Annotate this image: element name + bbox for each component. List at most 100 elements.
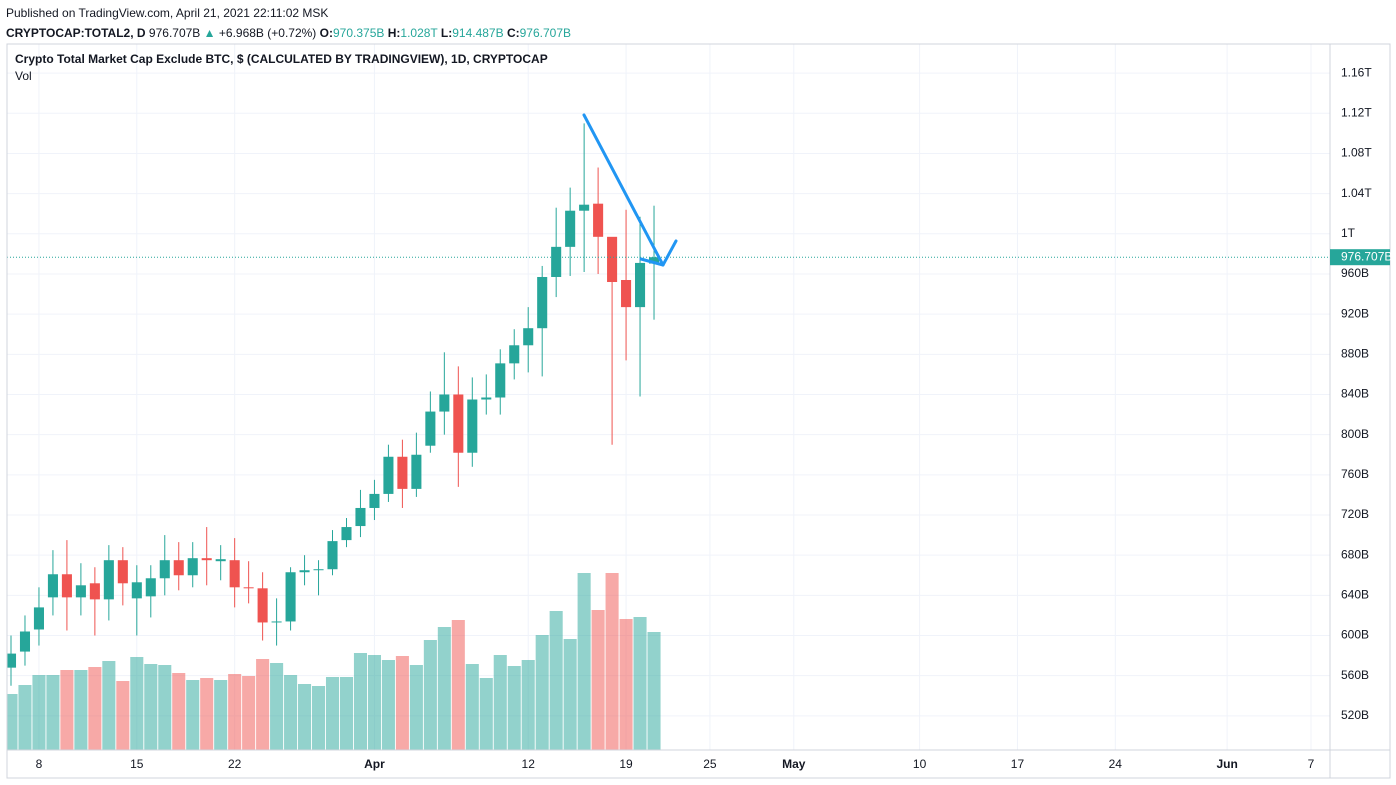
candle-body	[145, 578, 156, 597]
candle-body	[355, 507, 366, 527]
candle-body	[271, 621, 282, 623]
candle-body	[551, 246, 562, 277]
x-tick-label: Jun	[1216, 757, 1237, 771]
candle-body	[7, 653, 17, 668]
symbol: CRYPTOCAP:TOTAL2, D	[6, 26, 146, 40]
candle-body	[509, 345, 520, 364]
y-tick-label: 960B	[1341, 266, 1369, 280]
candle-body	[159, 560, 170, 579]
y-tick-label: 760B	[1341, 467, 1369, 481]
h-value: 1.028T	[400, 26, 438, 40]
o-label: O:	[319, 26, 333, 40]
header: Published on TradingView.com, April 21, …	[6, 3, 571, 43]
volume-bar	[270, 663, 284, 750]
candle-body	[467, 399, 478, 453]
candle-body	[243, 587, 254, 589]
volume-bar	[563, 639, 577, 750]
x-tick-label: 12	[522, 757, 536, 771]
candle-body	[257, 588, 268, 623]
volume-bar	[605, 573, 619, 750]
y-tick-label: 840B	[1341, 387, 1369, 401]
candle-body	[327, 541, 338, 570]
x-tick-label: 19	[619, 757, 633, 771]
y-tick-label: 600B	[1341, 628, 1369, 642]
y-tick-label: 920B	[1341, 306, 1369, 320]
c-value: 976.707B	[519, 26, 572, 40]
volume-bar	[577, 573, 591, 750]
candle-body	[47, 574, 58, 598]
axes: 520B 560B 600B 640B 680B 720B 760B 800B 840B 880B…	[36, 65, 1393, 771]
volume-bar	[325, 677, 340, 750]
volume-bar	[535, 635, 549, 750]
candle-body	[285, 572, 296, 622]
candle-body	[453, 394, 464, 453]
candle-body	[383, 456, 394, 494]
volume-bar	[437, 627, 451, 750]
volume-bar	[311, 686, 326, 750]
quote-line: CRYPTOCAP:TOTAL2, D 976.707B ▲ +6.968B (…	[6, 23, 571, 43]
volume-bar	[395, 656, 409, 750]
candle-body	[61, 574, 72, 598]
candle-body	[397, 456, 408, 489]
volume-bar	[479, 678, 493, 750]
chart-title: Crypto Total Market Cap Exclude BTC, $ (…	[15, 52, 548, 66]
candle-body	[299, 570, 310, 573]
frame	[6, 43, 1391, 779]
candle-body	[187, 558, 198, 576]
volume-bar	[88, 667, 102, 750]
y-tick-label: 800B	[1341, 427, 1369, 441]
candle-body	[635, 262, 646, 308]
volume-bar	[619, 619, 633, 750]
candle-body	[33, 607, 44, 630]
x-tick-label: May	[782, 757, 806, 771]
candle-body	[89, 583, 100, 600]
candle-body	[75, 585, 86, 598]
volume-bar	[549, 611, 563, 750]
y-tick-label: 1T	[1341, 226, 1356, 240]
volume-bar	[521, 660, 535, 750]
volume-bar	[242, 676, 256, 750]
volume-bar	[409, 665, 423, 750]
candle-body	[201, 558, 212, 561]
volume-bar	[200, 678, 214, 750]
published-line: Published on TradingView.com, April 21, …	[6, 6, 329, 20]
last-price-label: 976.707B	[1341, 249, 1392, 263]
volume-bar	[60, 670, 74, 750]
candle-body	[229, 560, 240, 588]
volume-bar	[367, 655, 381, 750]
volume-bar	[339, 677, 354, 750]
c-label: C:	[506, 26, 520, 40]
x-tick-label: 8	[36, 757, 43, 771]
candle-body	[579, 204, 590, 211]
price: 976.707B	[148, 26, 201, 40]
arrow-drawing	[582, 113, 678, 267]
volume-bar	[507, 666, 521, 750]
volume-bar	[647, 632, 661, 750]
x-tick-label: 7	[1308, 757, 1315, 771]
candle-body	[648, 257, 660, 264]
x-tick-label: 15	[130, 757, 144, 771]
volume-bar	[144, 664, 158, 750]
y-tick-label: 560B	[1341, 668, 1369, 682]
volume-bar	[633, 617, 647, 750]
candle-body	[19, 631, 31, 652]
volume-bar	[493, 655, 507, 750]
candle-body	[565, 210, 576, 247]
x-tick-label: Apr	[364, 757, 385, 771]
candle-body	[495, 363, 506, 398]
volume-bar	[186, 680, 200, 750]
volume-bar	[7, 694, 18, 750]
candle-body	[131, 582, 142, 599]
y-tick-label: 1.08T	[1341, 146, 1372, 160]
y-tick-label: 640B	[1341, 588, 1369, 602]
volume-bar	[18, 685, 32, 750]
candle-body	[593, 203, 604, 237]
volume-bar	[465, 664, 479, 750]
candle-body	[103, 560, 114, 600]
plot	[7, 123, 1330, 750]
volume-bar	[32, 675, 46, 750]
change-arrow: ▲	[203, 26, 216, 40]
change: +6.968B (+0.72%)	[218, 26, 317, 40]
volume-bar	[423, 640, 437, 750]
